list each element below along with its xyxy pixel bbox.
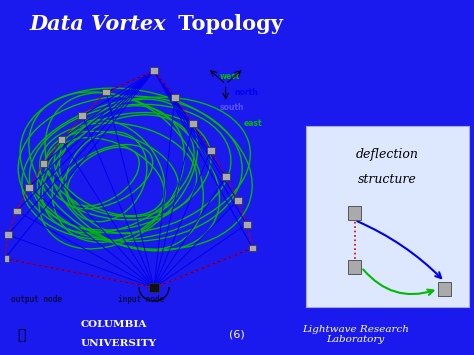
FancyBboxPatch shape: [348, 206, 361, 220]
FancyBboxPatch shape: [25, 184, 33, 191]
Text: 🛡: 🛡: [17, 328, 26, 343]
Text: west: west: [220, 72, 240, 81]
FancyBboxPatch shape: [102, 89, 110, 95]
Text: output node: output node: [11, 295, 62, 304]
FancyBboxPatch shape: [4, 231, 11, 238]
Text: east: east: [244, 119, 262, 128]
FancyBboxPatch shape: [79, 113, 86, 119]
FancyBboxPatch shape: [243, 221, 250, 228]
FancyBboxPatch shape: [150, 67, 158, 74]
FancyBboxPatch shape: [13, 208, 20, 214]
Text: south: south: [220, 103, 244, 113]
FancyBboxPatch shape: [234, 197, 242, 204]
FancyBboxPatch shape: [222, 173, 229, 180]
Text: UNIVERSITY: UNIVERSITY: [81, 339, 156, 348]
FancyBboxPatch shape: [348, 260, 361, 274]
Text: north: north: [235, 88, 258, 97]
FancyBboxPatch shape: [58, 136, 65, 143]
Text: structure: structure: [358, 173, 417, 186]
Text: deflection: deflection: [356, 148, 419, 161]
Text: COLUMBIA: COLUMBIA: [81, 320, 147, 329]
FancyBboxPatch shape: [149, 283, 159, 292]
Text: input node: input node: [118, 295, 164, 304]
Text: Topology: Topology: [171, 14, 283, 34]
FancyBboxPatch shape: [438, 282, 451, 296]
FancyBboxPatch shape: [40, 160, 47, 167]
FancyBboxPatch shape: [171, 94, 179, 101]
FancyBboxPatch shape: [249, 245, 256, 251]
FancyBboxPatch shape: [1, 255, 9, 262]
FancyBboxPatch shape: [207, 147, 215, 154]
FancyBboxPatch shape: [189, 120, 197, 127]
Text: (6): (6): [229, 329, 245, 340]
Text: Lightwave Research
Laboratory: Lightwave Research Laboratory: [302, 325, 409, 344]
Text: Data Vortex: Data Vortex: [29, 14, 166, 34]
